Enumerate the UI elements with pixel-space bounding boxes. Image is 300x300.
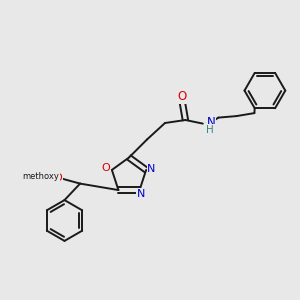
Text: methoxy: methoxy [23,172,59,181]
Text: N: N [206,116,215,130]
Text: H: H [206,124,214,135]
Text: O: O [101,164,110,173]
Text: N: N [137,189,145,199]
Text: N: N [147,164,156,174]
Text: O: O [178,90,187,103]
Text: O: O [53,172,62,183]
